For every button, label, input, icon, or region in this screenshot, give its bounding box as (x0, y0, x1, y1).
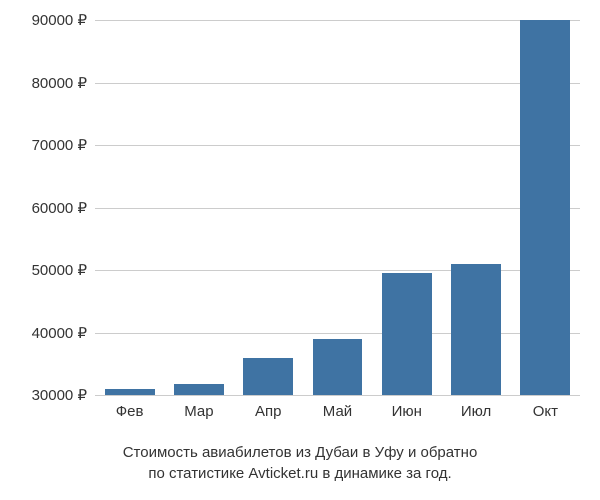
bar (382, 273, 432, 395)
chart-caption: Стоимость авиабилетов из Дубаи в Уфу и о… (0, 430, 600, 484)
x-tick-label: Май (303, 403, 372, 420)
bar-wrapper (511, 20, 580, 395)
gridline (95, 395, 580, 396)
y-tick-label: 80000 ₽ (32, 74, 87, 92)
y-tick-label: 70000 ₽ (32, 136, 87, 154)
bar-wrapper (441, 20, 510, 395)
x-tick-label: Окт (511, 403, 580, 420)
bar (105, 389, 155, 395)
bars-container (95, 20, 580, 395)
bar (174, 384, 224, 395)
bar (451, 264, 501, 395)
bar-wrapper (234, 20, 303, 395)
y-axis: 30000 ₽40000 ₽50000 ₽60000 ₽70000 ₽80000… (17, 20, 87, 395)
caption-line-2: по статистике Avticket.ru в динамике за … (148, 465, 451, 482)
y-tick-label: 90000 ₽ (32, 11, 87, 29)
y-tick-label: 30000 ₽ (32, 386, 87, 404)
x-tick-label: Июн (372, 403, 441, 420)
x-tick-label: Мар (164, 403, 233, 420)
y-tick-label: 50000 ₽ (32, 261, 87, 279)
y-tick-label: 40000 ₽ (32, 324, 87, 342)
caption-line-1: Стоимость авиабилетов из Дубаи в Уфу и о… (123, 444, 478, 461)
bar (243, 358, 293, 396)
bar-wrapper (372, 20, 441, 395)
price-chart: 30000 ₽ 40000 ₽ 50000 ₽ 60000 ₽ 70000 ₽ 80000… (0, 0, 600, 430)
bar-wrapper (95, 20, 164, 395)
y-tick-label: 60000 ₽ (32, 199, 87, 217)
bar (313, 339, 363, 395)
x-axis: ФевМарАпрМайИюнИюлОкт (95, 395, 580, 420)
x-tick-label: Июл (441, 403, 510, 420)
bar (520, 20, 570, 395)
bar-wrapper (164, 20, 233, 395)
x-tick-label: Апр (234, 403, 303, 420)
plot-area: 30000 ₽40000 ₽50000 ₽60000 ₽70000 ₽80000… (95, 20, 580, 395)
bar-wrapper (303, 20, 372, 395)
x-tick-label: Фев (95, 403, 164, 420)
